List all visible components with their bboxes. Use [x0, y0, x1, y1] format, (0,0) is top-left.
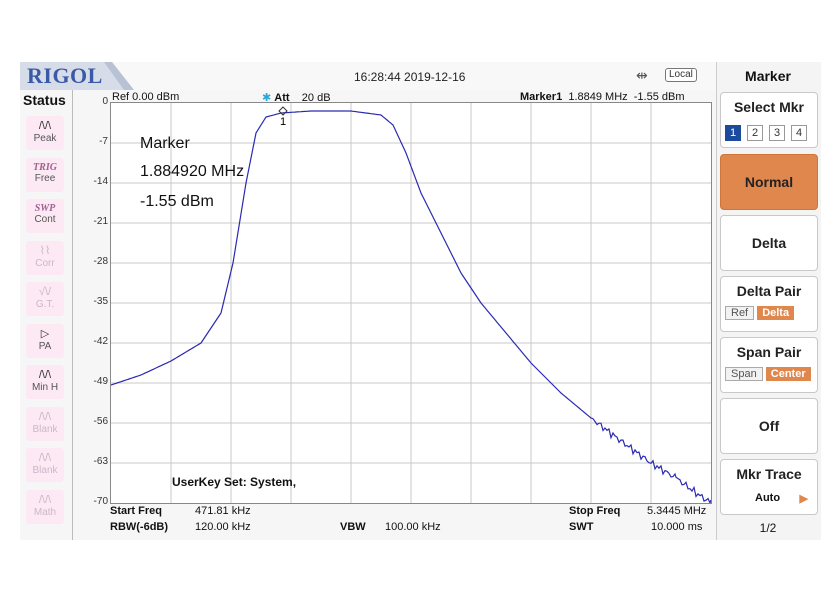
datetime: 16:28:44 2019-12-16: [354, 70, 466, 84]
y-tick-label: -14: [93, 176, 108, 187]
spectrum-plot[interactable]: 1: [110, 102, 712, 505]
y-tick-label: 0: [102, 96, 108, 107]
status-item-cont: SWP Cont: [26, 199, 64, 233]
y-tick-label: -70: [93, 496, 108, 507]
userkey-set: UserKey Set: System,: [172, 475, 297, 489]
marker-number-2[interactable]: 2: [747, 125, 763, 141]
corr-icon: ⌇⌇: [39, 244, 51, 257]
spectrum-trace-svg: 1: [110, 103, 712, 505]
arrow-right-icon: ▶: [799, 493, 808, 505]
status-item-blank: /\/\ Blank: [26, 448, 64, 482]
math-icon: /\/\: [38, 493, 52, 506]
status-tag: SWP: [34, 203, 56, 214]
status-item-label: Blank: [32, 423, 58, 435]
status-item-corr: ⌇⌇ Corr: [26, 240, 64, 275]
status-tag: TRIG: [33, 161, 57, 173]
status-item-label: Blank: [32, 465, 58, 476]
off-button[interactable]: Off: [720, 398, 818, 454]
marker-readout: Marker1 1.8849 MHz -1.55 dBm: [520, 91, 685, 103]
status-column: [20, 90, 73, 540]
att-star-icon: ✱: [262, 92, 272, 104]
blank-icon: /\/\: [38, 452, 52, 464]
gt-icon: √\/: [38, 286, 52, 298]
rigol-logo: RIGOL: [20, 62, 134, 90]
status-item-label: Peak: [33, 133, 57, 144]
status-item-free: TRIG Free: [26, 157, 64, 192]
status-item-label: G.T.: [35, 299, 55, 310]
marker-info-freq: 1.884920 MHz: [140, 163, 245, 180]
minh-icon: /\/\: [38, 369, 52, 381]
start-freq-value: 471.81 kHz: [195, 505, 251, 517]
marker-number-label: 1: [280, 116, 286, 128]
marker-info-title: Marker: [140, 135, 190, 152]
y-tick-label: -42: [93, 336, 108, 347]
blank-icon: /\/\: [38, 410, 52, 423]
vbw-label: VBW: [340, 521, 366, 533]
status-item-label: PA: [38, 340, 52, 352]
marker-diamond-icon: [278, 106, 288, 116]
status-item-math: /\/\ Math: [26, 489, 64, 524]
y-tick-label: -7: [99, 136, 108, 147]
status-item-label: Cont: [34, 214, 56, 225]
mkr-trace-button[interactable]: Mkr Trace: [720, 459, 818, 515]
attenuation: ✱ Att 20 dB: [262, 92, 331, 104]
delta-button[interactable]: Delta: [720, 215, 818, 271]
spectrum-trace: [110, 110, 712, 505]
marker-number-4[interactable]: 4: [791, 125, 807, 141]
y-tick-label: -49: [93, 376, 108, 387]
marker-info-level: -1.55 dBm: [140, 193, 214, 210]
y-tick-label: -35: [93, 296, 108, 307]
rbw-label: RBW(-6dB): [110, 521, 169, 533]
status-item-label: Min H: [31, 382, 59, 393]
delta-pair-options: Ref Delta: [725, 306, 795, 320]
menu-title: Marker: [745, 68, 791, 84]
y-tick-label: -56: [93, 416, 108, 427]
status-item-peak: /\/\ Peak: [26, 116, 64, 150]
status-item-label: Corr: [35, 257, 55, 269]
stop-freq-value: 5.3445 MHz: [647, 505, 707, 517]
status-item-blank: /\/\ Blank: [26, 406, 64, 441]
rbw-value: 120.00 kHz: [195, 521, 251, 533]
delta-pair-button[interactable]: Delta Pair: [720, 276, 818, 332]
status-item-g-t-: √\/G.T.: [26, 282, 64, 316]
vbw-value: 100.00 kHz: [385, 521, 441, 533]
y-tick-label: -21: [93, 216, 108, 227]
status-item-pa: ▷ PA: [26, 323, 64, 358]
y-tick-label: -28: [93, 256, 108, 267]
status-item-min-h: /\/\ Min H: [26, 365, 64, 399]
span-pair-options: Span Center: [725, 367, 811, 381]
ref-level: Ref 0.00 dBm: [112, 91, 180, 103]
usb-icon: ⇹: [636, 67, 648, 83]
menu-page: 1/2: [759, 521, 777, 535]
status-title: Status: [23, 92, 66, 108]
y-tick-label: -63: [93, 456, 108, 467]
local-badge[interactable]: Local: [665, 68, 697, 82]
status-item-label: Free: [34, 172, 56, 184]
marker-number-3[interactable]: 3: [769, 125, 785, 141]
normal-button[interactable]: Normal: [720, 154, 818, 210]
span-pair-button[interactable]: Span Pair: [720, 337, 818, 393]
marker-number-1[interactable]: 1: [725, 125, 741, 141]
start-freq-label: Start Freq: [110, 505, 162, 517]
swt-label: SWT: [569, 521, 594, 533]
peak-icon: /\/\: [38, 120, 52, 132]
stop-freq-label: Stop Freq: [569, 505, 621, 517]
pa-icon: ▷: [40, 327, 50, 340]
swt-value: 10.000 ms: [651, 521, 703, 533]
status-item-label: Math: [33, 506, 57, 518]
